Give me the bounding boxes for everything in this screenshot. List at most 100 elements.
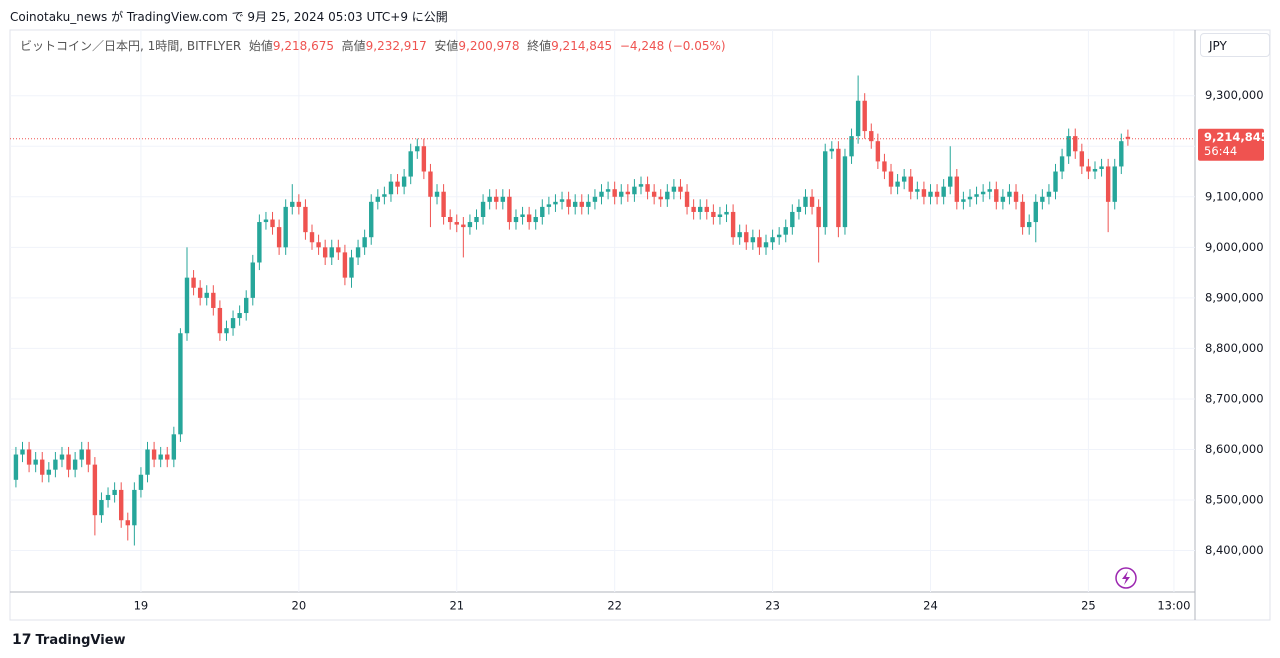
low-label: 安値	[434, 39, 459, 53]
candle-body	[816, 206, 821, 228]
candle-body	[434, 191, 440, 197]
candle-body	[1086, 166, 1091, 172]
candle-body	[651, 191, 657, 197]
candle-body	[954, 176, 960, 202]
candle-body	[671, 186, 677, 192]
candle-body	[132, 489, 137, 526]
candle-body	[224, 328, 229, 334]
candle-body	[375, 196, 381, 202]
candle-body	[454, 222, 459, 225]
candle-body	[369, 201, 374, 238]
candle-body	[1000, 196, 1006, 202]
candle-body	[408, 151, 413, 177]
candle-body	[388, 181, 394, 195]
close-value: 9,214,845	[551, 39, 613, 53]
candle-body	[1026, 222, 1032, 228]
candle-body	[553, 201, 558, 205]
candle-body	[112, 489, 117, 495]
symbol: ビットコイン／日本円, 1時間, BITFLYER	[20, 39, 242, 53]
y-tick-label: 8,900,000	[1205, 290, 1264, 304]
y-tick-label: 8,500,000	[1205, 493, 1264, 507]
candle-body	[474, 216, 479, 223]
candle-body	[612, 189, 617, 197]
candle-body	[26, 449, 32, 465]
candle-body	[980, 191, 986, 195]
candle-body	[494, 196, 499, 202]
currency-button[interactable]: JPY	[1200, 33, 1270, 57]
y-tick-label: 9,300,000	[1205, 88, 1264, 102]
candle-body	[158, 454, 163, 460]
x-tick-label: 13:00	[1157, 599, 1190, 613]
candle-body	[921, 189, 927, 197]
y-tick-label: 8,800,000	[1205, 341, 1264, 355]
candle-body	[59, 454, 65, 460]
candle-body	[803, 196, 808, 207]
candle-body	[520, 214, 525, 217]
candle-body	[684, 191, 690, 207]
candle-body	[72, 459, 78, 470]
candle-body	[869, 131, 874, 142]
candle-body	[915, 189, 920, 192]
candle-body	[632, 186, 637, 195]
candle-body	[86, 449, 91, 465]
candle-body	[263, 219, 269, 223]
candle-body	[309, 232, 315, 243]
y-tick-label: 8,700,000	[1205, 391, 1264, 405]
brand-text: TradingView	[35, 633, 126, 648]
candle-body	[1079, 151, 1085, 167]
x-tick-label: 20	[292, 599, 307, 613]
candle-body	[487, 196, 492, 202]
candle-body	[724, 211, 729, 215]
candle-body	[770, 237, 775, 243]
legend: ビットコイン／日本円, 1時間, BITFLYER 始値9,218,675 高値…	[20, 37, 726, 54]
candle-body	[1059, 156, 1065, 172]
candle-body	[849, 136, 854, 157]
candle-body	[704, 206, 709, 212]
candle-body	[796, 206, 802, 212]
candle-body	[191, 277, 196, 288]
candle-body	[237, 313, 242, 319]
candle-body	[151, 449, 157, 460]
candle-body	[619, 191, 624, 197]
alert-icon[interactable]	[1115, 567, 1137, 589]
candle-body	[184, 277, 190, 334]
candle-body	[540, 206, 545, 217]
candle-body	[823, 151, 828, 228]
candle-body	[507, 196, 512, 223]
candle-body	[257, 222, 262, 263]
candle-body	[105, 494, 111, 501]
candle-body	[605, 189, 611, 192]
last-price-tag	[1198, 128, 1264, 161]
candle-body	[1053, 171, 1058, 192]
candle-body	[928, 191, 933, 197]
candle-body	[1033, 201, 1038, 223]
candle-body	[244, 297, 249, 314]
candle-body	[1099, 166, 1104, 169]
candle-body	[855, 100, 861, 137]
candle-body	[138, 474, 144, 490]
candle-body	[645, 184, 650, 192]
candle-body	[118, 489, 124, 521]
high-value: 9,232,917	[365, 39, 427, 53]
candle-body	[290, 201, 295, 207]
candle-body	[882, 161, 887, 172]
published-by: Coinotaku_news が TradingView.com で 9月 25…	[10, 10, 448, 24]
candle-body	[342, 252, 348, 278]
candle-body	[362, 237, 367, 248]
alert-bolt	[1122, 571, 1130, 585]
candle-body	[171, 434, 177, 460]
y-tick-label: 8,600,000	[1205, 442, 1264, 456]
candle-body	[441, 191, 446, 217]
y-tick-label: 9,000,000	[1205, 240, 1264, 254]
candle-body	[270, 219, 275, 228]
candle-body	[730, 211, 736, 238]
candle-body	[349, 257, 354, 278]
candle-body	[13, 454, 19, 480]
candle-body	[165, 454, 170, 460]
brand: 17 TradingView	[12, 632, 126, 648]
countdown: 56:44	[1204, 144, 1237, 158]
candle-body	[79, 449, 84, 460]
candle-body	[296, 201, 302, 207]
candles	[13, 75, 1131, 546]
candle-body	[1046, 191, 1052, 197]
